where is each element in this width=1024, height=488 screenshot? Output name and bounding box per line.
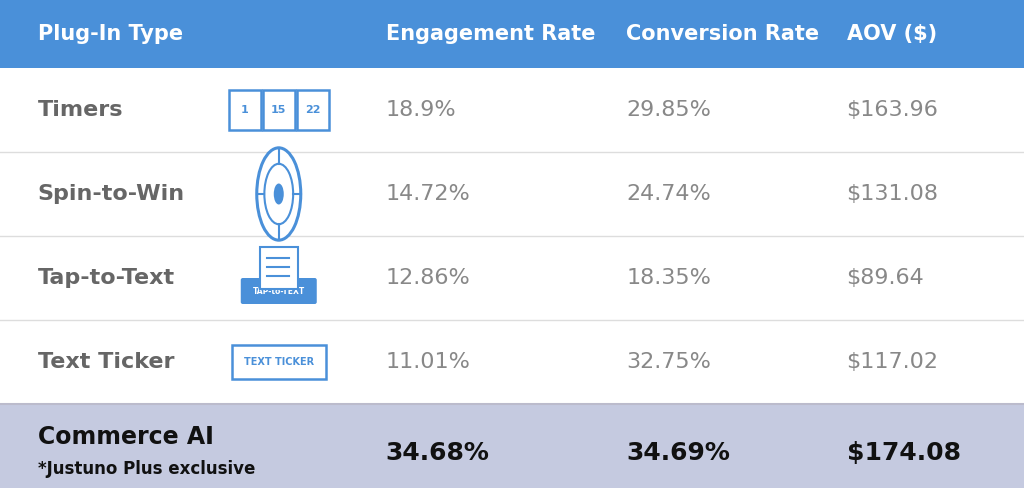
Text: Plug-In Type: Plug-In Type (38, 24, 182, 44)
Text: Text Ticker: Text Ticker (38, 352, 174, 372)
Text: Tap-to-Text: Tap-to-Text (38, 268, 175, 288)
Text: 1: 1 (241, 105, 249, 115)
FancyBboxPatch shape (228, 90, 261, 130)
FancyBboxPatch shape (0, 236, 1024, 320)
Text: 18.35%: 18.35% (627, 268, 712, 288)
Text: $163.96: $163.96 (847, 100, 938, 120)
Ellipse shape (273, 183, 284, 204)
Ellipse shape (257, 148, 301, 240)
FancyBboxPatch shape (231, 345, 326, 379)
FancyBboxPatch shape (0, 320, 1024, 404)
Text: $89.64: $89.64 (847, 268, 925, 288)
Text: *Justuno Plus exclusive: *Justuno Plus exclusive (38, 460, 255, 478)
Text: 32.75%: 32.75% (627, 352, 712, 372)
Text: 18.9%: 18.9% (386, 100, 457, 120)
FancyBboxPatch shape (260, 247, 298, 289)
Text: Conversion Rate: Conversion Rate (627, 24, 819, 44)
FancyBboxPatch shape (297, 90, 329, 130)
Text: 12.86%: 12.86% (386, 268, 470, 288)
Text: 15: 15 (271, 105, 287, 115)
Text: $117.02: $117.02 (847, 352, 939, 372)
Text: 11.01%: 11.01% (386, 352, 471, 372)
Text: 34.69%: 34.69% (627, 441, 730, 465)
Text: 34.68%: 34.68% (386, 441, 489, 465)
Text: $131.08: $131.08 (847, 184, 939, 204)
Text: Engagement Rate: Engagement Rate (386, 24, 595, 44)
Text: TEXT TICKER: TEXT TICKER (244, 357, 313, 367)
Text: Spin-to-Win: Spin-to-Win (38, 184, 184, 204)
Text: TAP-to-TEXT: TAP-to-TEXT (253, 286, 305, 296)
FancyBboxPatch shape (0, 152, 1024, 236)
Text: Commerce AI: Commerce AI (38, 425, 213, 449)
Text: AOV ($): AOV ($) (847, 24, 937, 44)
Text: 24.74%: 24.74% (627, 184, 711, 204)
Text: 29.85%: 29.85% (627, 100, 712, 120)
FancyBboxPatch shape (263, 90, 295, 130)
Text: $174.08: $174.08 (847, 441, 961, 465)
FancyBboxPatch shape (241, 278, 316, 304)
Text: Timers: Timers (38, 100, 123, 120)
Text: 14.72%: 14.72% (386, 184, 470, 204)
FancyBboxPatch shape (0, 68, 1024, 152)
Text: 22: 22 (305, 105, 321, 115)
FancyBboxPatch shape (0, 404, 1024, 488)
FancyBboxPatch shape (0, 0, 1024, 68)
